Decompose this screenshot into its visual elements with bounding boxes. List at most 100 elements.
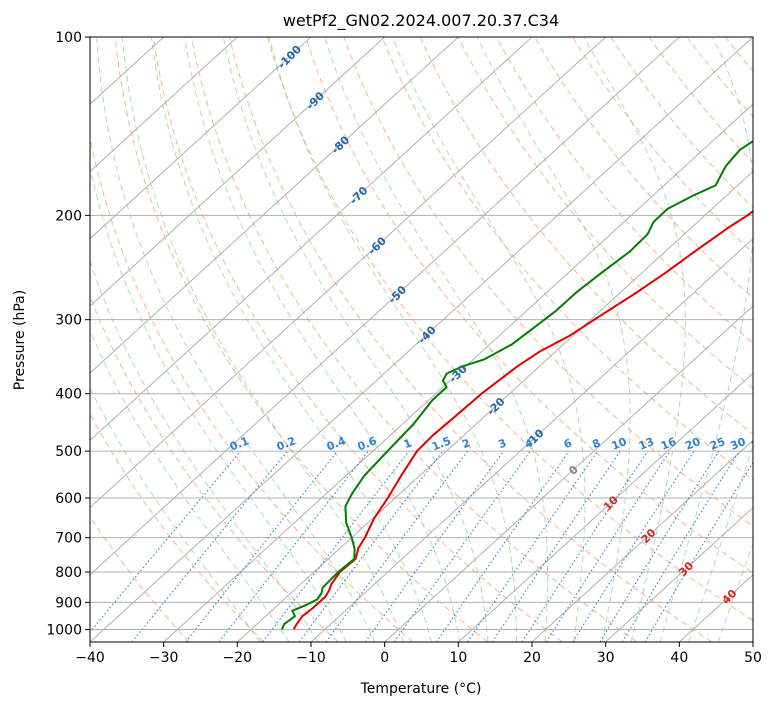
moist-adiabat — [150, 37, 432, 642]
temperature-profile — [292, 209, 753, 630]
x-axis-title: Temperature (°C) — [360, 681, 482, 697]
moist-adiabat — [96, 37, 376, 642]
dry-adiabat — [152, 37, 563, 642]
isotherm-line — [531, 439, 753, 642]
y-tick-label: 700 — [55, 531, 82, 547]
moist-adiabat — [392, 37, 586, 642]
moist-adiabat — [659, 37, 753, 642]
moist-adiabat — [90, 259, 319, 642]
moist-adiabat — [90, 165, 347, 642]
y-tick-label: 400 — [55, 387, 82, 403]
mixing-ratio-label: 3 — [496, 436, 508, 451]
y-tick-label: 1000 — [46, 622, 82, 638]
y-tick-label: 200 — [55, 208, 82, 224]
mixing-ratio-line — [90, 450, 242, 633]
x-tick-label: 30 — [597, 650, 615, 666]
mixing-ratio-label: 36 — [749, 435, 768, 453]
mixing-ratio-line — [545, 450, 671, 642]
mixing-ratio-line — [185, 450, 339, 642]
mixing-ratio-line — [131, 450, 289, 642]
isotherm-line — [384, 305, 753, 642]
isotherm-line — [90, 37, 386, 307]
plot-area: -100-90-80-70-60-50-40-30-20-10010203040… — [90, 37, 768, 642]
dry-adiabat — [114, 37, 488, 642]
moist-adiabat — [121, 37, 404, 642]
profiles — [281, 140, 753, 630]
y-tick-label: 300 — [55, 313, 82, 329]
moist-adiabat — [184, 37, 461, 642]
x-tick-label: 50 — [744, 650, 762, 666]
mixing-ratio-lines — [90, 450, 753, 642]
x-tick-label: −10 — [296, 650, 326, 666]
dry-adiabat — [190, 37, 638, 642]
y-axis-ticks: 100 200 300 400 500 600 700 800 900 1000 — [46, 30, 90, 638]
mixing-ratio-label: 1 — [402, 436, 414, 451]
mixing-ratio-label: 16 — [659, 435, 678, 453]
isotherms — [90, 37, 753, 642]
dry-adiabat — [419, 37, 753, 435]
dry-adiabat — [90, 135, 414, 642]
dry-adiabat — [267, 37, 753, 622]
isotherm-line — [236, 170, 753, 642]
x-tick-label: −40 — [75, 650, 105, 666]
isotherm-line — [90, 37, 607, 509]
mixing-ratio-line — [262, 450, 410, 642]
dry-adiabat — [90, 515, 190, 642]
dry-adiabat — [495, 37, 753, 344]
moist-adiabat — [688, 444, 753, 642]
x-tick-label: 20 — [523, 650, 541, 666]
mixing-ratio-label: 30 — [728, 435, 747, 453]
dry-adiabat — [305, 37, 753, 574]
mixing-ratio-line — [298, 450, 444, 642]
y-tick-label: 600 — [55, 491, 82, 507]
isotherm-line — [605, 506, 753, 642]
y-tick-label: 800 — [55, 565, 82, 581]
x-tick-label: 0 — [380, 650, 389, 666]
dry-adiabat — [90, 412, 264, 642]
mixing-ratio-line — [621, 450, 740, 642]
dry-adiabat — [229, 37, 712, 642]
moist-adiabat — [90, 387, 261, 642]
x-tick-label: −30 — [149, 650, 179, 666]
dry-adiabat — [457, 37, 753, 389]
dry-adiabat — [343, 37, 753, 527]
mixing-ratio-label: 13 — [637, 435, 656, 453]
mixing-ratio-label: 20 — [683, 435, 702, 453]
x-tick-label: −20 — [223, 650, 253, 666]
mixing-ratio-line — [491, 450, 621, 642]
dewpoint-profile — [281, 140, 753, 630]
mixing-ratio-label: 10 — [610, 435, 629, 453]
moist-adiabat — [324, 37, 549, 642]
isotherm-line — [90, 37, 459, 374]
y-tick-label: 500 — [55, 444, 82, 460]
y-axis-title: Pressure (hPa) — [12, 290, 28, 390]
dry-adiabat — [534, 37, 753, 299]
plot-frame — [89, 36, 754, 643]
mixing-ratio-line — [435, 450, 570, 642]
isotherm-line — [310, 237, 753, 642]
mixing-ratio-line — [521, 450, 649, 642]
dry-adiabat — [381, 37, 753, 481]
isotherm-line — [90, 37, 680, 576]
isotherm-line — [90, 37, 312, 240]
x-axis-ticks: −40 −30 −20 −10 0 10 20 30 40 50 — [75, 642, 762, 666]
mixing-ratio-label: 2 — [460, 436, 472, 451]
mixing-ratio-line — [364, 450, 505, 642]
moist-adiabat — [717, 542, 753, 642]
mixing-ratio-label: 25 — [708, 435, 727, 453]
mixing-ratio-line — [325, 450, 468, 642]
isotherm-line — [90, 37, 533, 442]
y-tick-label: 900 — [55, 595, 82, 611]
x-tick-label: 10 — [449, 650, 467, 666]
moist-adiabat — [268, 37, 517, 642]
mixing-ratio-line — [467, 450, 599, 642]
isotherm-line — [90, 37, 753, 642]
moist-adiabat — [476, 37, 631, 642]
isotherm-line — [163, 103, 753, 642]
x-tick-label: 40 — [670, 650, 688, 666]
y-tick-label: 100 — [55, 30, 82, 46]
isotherm-line — [457, 372, 753, 642]
chart-title: wetPf2_GN02.2024.007.20.37.C34 — [283, 11, 559, 31]
moist-adiabat — [583, 37, 686, 642]
